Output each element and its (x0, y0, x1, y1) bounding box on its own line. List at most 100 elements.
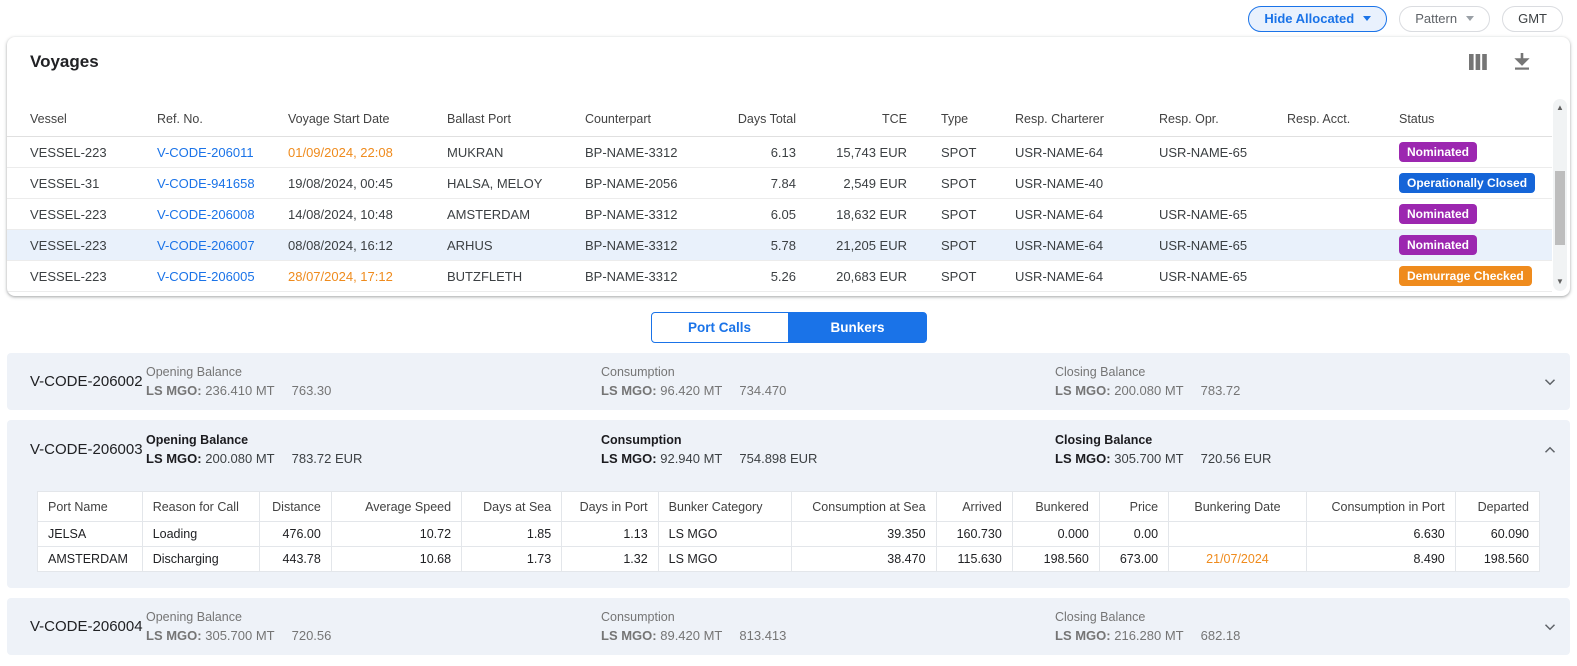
scroll-down-icon[interactable]: ▼ (1553, 275, 1567, 289)
port-table-row[interactable]: JELSA Loading 476.00 10.72 1.85 1.13 LS … (38, 522, 1540, 547)
type-cell: SPOT (907, 207, 1015, 222)
ballast-port-cell: HALSA, MELOY (447, 176, 585, 191)
tab-port-calls[interactable]: Port Calls (651, 312, 789, 343)
col-header-tce[interactable]: TCE (796, 112, 907, 126)
accordion-header[interactable]: V-CODE-206002 Opening Balance LS MGO: 23… (7, 353, 1570, 410)
days-in-port-cell: 1.32 (562, 547, 658, 572)
fuel-type: LS MGO: (146, 451, 202, 466)
col-header-price: Price (1099, 492, 1168, 522)
col-header-voyage-start-date[interactable]: Voyage Start Date (288, 112, 447, 126)
fuel-qty: 96.420 MT (660, 383, 722, 398)
fuel-value: 734.470 (739, 383, 786, 398)
status-badge: Nominated (1399, 204, 1477, 224)
voyage-code: V-CODE-206002 (7, 373, 146, 390)
download-icon[interactable] (1514, 53, 1530, 70)
port-table-row[interactable]: AMSTERDAM Discharging 443.78 10.68 1.73 … (38, 547, 1540, 572)
resp-charterer-cell: USR-NAME-64 (1015, 269, 1159, 284)
distance-cell: 476.00 (259, 522, 331, 547)
fuel-value: 783.72 (1201, 383, 1241, 398)
chevron-up-icon[interactable] (1530, 441, 1570, 459)
col-header-type[interactable]: Type (907, 112, 1015, 126)
days-at-sea-cell: 1.85 (462, 522, 562, 547)
fuel-value: 763.30 (292, 383, 332, 398)
col-header-arrived: Arrived (936, 492, 1012, 522)
scroll-up-icon[interactable]: ▲ (1553, 101, 1567, 115)
days-total-cell: 5.78 (723, 238, 796, 253)
hide-allocated-dropdown[interactable]: Hide Allocated (1248, 6, 1387, 32)
closing-balance-label: Closing Balance (1055, 365, 1530, 379)
resp-opr-cell: USR-NAME-65 (1159, 145, 1287, 160)
table-row[interactable]: VESSEL-223 V-CODE-206008 14/08/2024, 10:… (7, 199, 1552, 230)
fuel-type: LS MGO: (601, 451, 657, 466)
status-badge: Operationally Closed (1399, 173, 1535, 193)
chevron-down-icon[interactable] (1530, 373, 1570, 391)
col-header-resp-acct[interactable]: Resp. Acct. (1287, 112, 1399, 126)
chevron-down-icon[interactable] (1530, 618, 1570, 636)
closing-balance-group: Closing Balance LS MGO: 216.280 MT682.18 (1055, 610, 1530, 643)
col-header-counterpart[interactable]: Counterpart (585, 112, 723, 126)
col-header-distance: Distance (259, 492, 331, 522)
fuel-qty: 200.080 MT (205, 451, 274, 466)
fuel-type: LS MGO: (601, 383, 657, 398)
col-header-vessel[interactable]: Vessel (7, 112, 157, 126)
accordion-header[interactable]: V-CODE-206003 Opening Balance LS MGO: 20… (7, 420, 1570, 479)
col-header-ref-no[interactable]: Ref. No. (157, 112, 288, 126)
counterpart-cell: BP-NAME-2056 (585, 176, 723, 191)
consumption-at-sea-cell: 39.350 (792, 522, 936, 547)
col-header-resp-charterer[interactable]: Resp. Charterer (1015, 112, 1159, 126)
scrollbar-thumb[interactable] (1555, 171, 1565, 245)
bunker-section-206003: V-CODE-206003 Opening Balance LS MGO: 20… (7, 420, 1570, 588)
vessel-cell: VESSEL-223 (7, 145, 157, 160)
table-row[interactable]: VESSEL-223 V-CODE-206005 28/07/2024, 17:… (7, 261, 1552, 292)
voyage-code: V-CODE-206004 (7, 618, 146, 635)
ref-no-link: V-CODE-206005 (157, 269, 288, 284)
fuel-qty: 92.940 MT (660, 451, 722, 466)
bunkered-cell: 198.560 (1012, 547, 1099, 572)
tce-cell: 15,743 EUR (796, 145, 907, 160)
port-bunker-table: Port Name Reason for Call Distance Avera… (37, 491, 1540, 572)
vertical-scrollbar[interactable]: ▲ ▼ (1553, 99, 1567, 291)
pattern-dropdown[interactable]: Pattern (1399, 6, 1490, 32)
page-title: Voyages (30, 52, 99, 72)
col-header-status[interactable]: Status (1399, 112, 1552, 126)
consumption-in-port-cell: 8.490 (1306, 547, 1455, 572)
ballast-port-cell: AMSTERDAM (447, 207, 585, 222)
resp-charterer-cell: USR-NAME-40 (1015, 176, 1159, 191)
fuel-qty: 236.410 MT (205, 383, 274, 398)
opening-balance-group: Opening Balance LS MGO: 236.410 MT763.30 (146, 365, 601, 398)
gmt-button[interactable]: GMT (1502, 6, 1563, 32)
counterpart-cell: BP-NAME-3312 (585, 207, 723, 222)
accordion-header[interactable]: V-CODE-206004 Opening Balance LS MGO: 30… (7, 598, 1570, 655)
voyage-start-date-cell: 19/08/2024, 00:45 (288, 176, 447, 191)
voyages-panel: Voyages Vessel Ref. No. Voyage Start Dat… (7, 37, 1570, 296)
counterpart-cell: BP-NAME-3312 (585, 238, 723, 253)
tab-bunkers[interactable]: Bunkers (789, 312, 927, 343)
fuel-value: 720.56 (292, 628, 332, 643)
ref-no-link: V-CODE-206011 (157, 145, 288, 160)
col-header-ballast-port[interactable]: Ballast Port (447, 112, 585, 126)
table-row[interactable]: VESSEL-31 V-CODE-941658 19/08/2024, 00:4… (7, 168, 1552, 199)
hide-allocated-label: Hide Allocated (1264, 11, 1354, 26)
resp-opr-cell: USR-NAME-65 (1159, 238, 1287, 253)
table-row[interactable]: VESSEL-223 V-CODE-206011 01/09/2024, 22:… (7, 137, 1552, 168)
port-calls-detail: Port Name Reason for Call Distance Avera… (7, 479, 1570, 588)
resp-opr-cell: USR-NAME-65 (1159, 269, 1287, 284)
fuel-qty: 89.420 MT (660, 628, 722, 643)
ref-no-link: V-CODE-206008 (157, 207, 288, 222)
voyage-start-date-cell: 01/09/2024, 22:08 (288, 145, 447, 160)
col-header-resp-opr[interactable]: Resp. Opr. (1159, 112, 1287, 126)
closing-balance-label: Closing Balance (1055, 433, 1530, 447)
col-header-bunkering-date: Bunkering Date (1169, 492, 1307, 522)
columns-icon[interactable] (1469, 54, 1487, 70)
port-name-cell: AMSTERDAM (38, 547, 143, 572)
col-header-port-name: Port Name (38, 492, 143, 522)
type-cell: SPOT (907, 176, 1015, 191)
resp-opr-cell: USR-NAME-65 (1159, 207, 1287, 222)
reason-cell: Loading (142, 522, 259, 547)
fuel-type: LS MGO: (146, 628, 202, 643)
type-cell: SPOT (907, 145, 1015, 160)
col-header-days-total[interactable]: Days Total (723, 112, 796, 126)
table-row-selected[interactable]: VESSEL-223 V-CODE-206007 08/08/2024, 16:… (7, 230, 1552, 261)
col-header-reason-for-call: Reason for Call (142, 492, 259, 522)
tce-cell: 21,205 EUR (796, 238, 907, 253)
